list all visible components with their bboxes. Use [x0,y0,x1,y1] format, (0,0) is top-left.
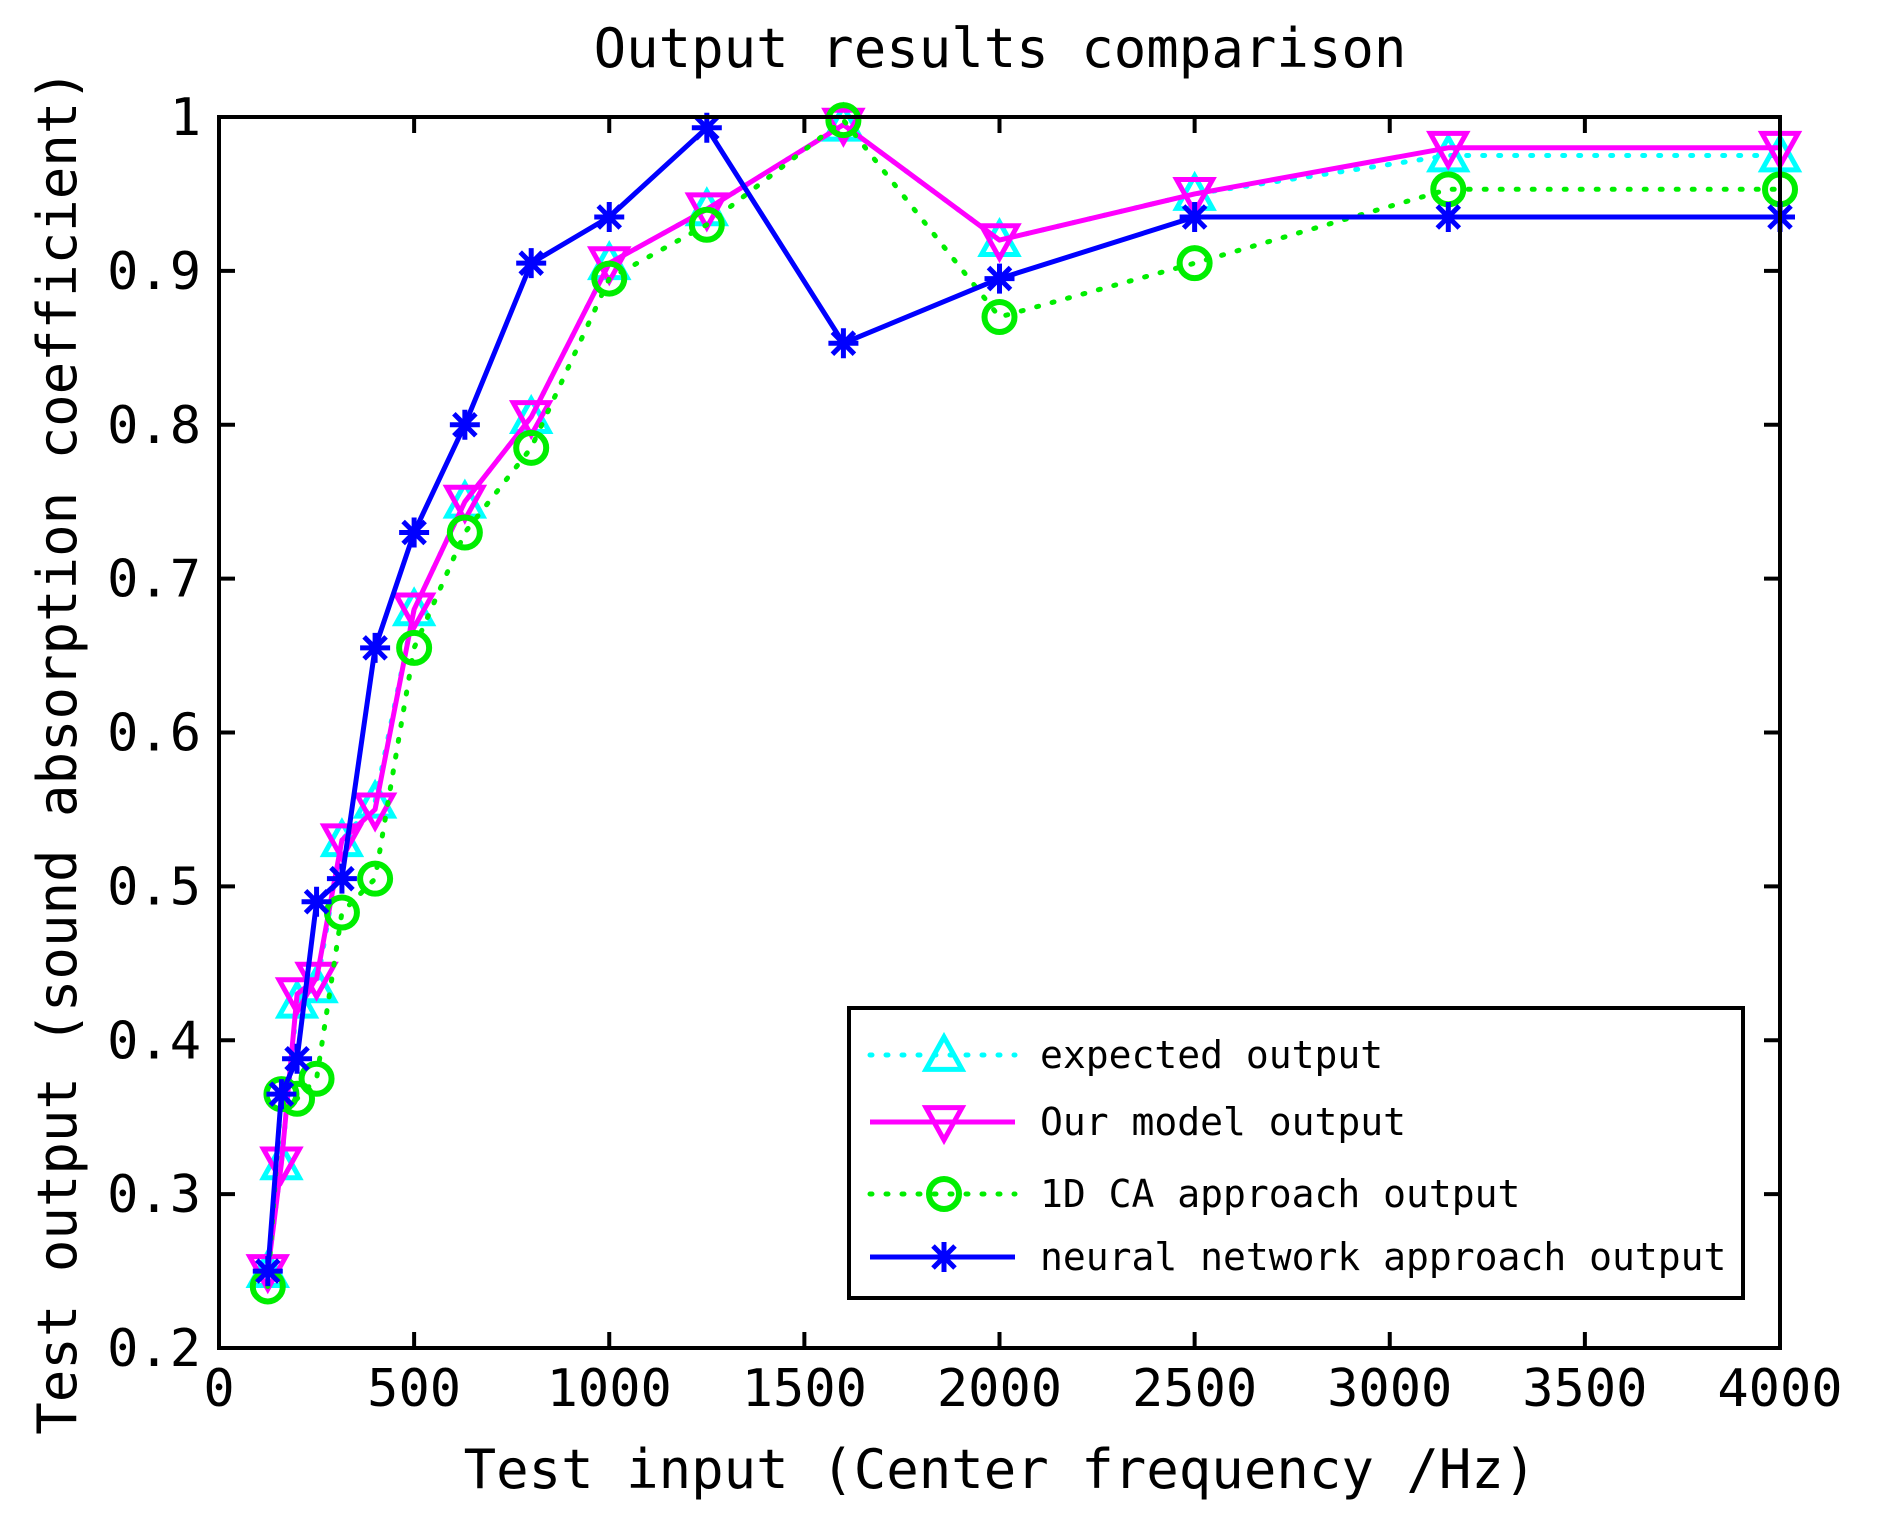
x-tick-label: 0 [203,1359,234,1419]
legend: expected output Our model output 1D CA app… [847,1006,1745,1300]
legend-label: Our model output [1040,1100,1406,1144]
series-point [442,484,488,525]
series-point [516,248,547,279]
series-3 [252,112,1795,1287]
series-point [446,514,483,551]
y-tick-label: 0.5 [107,857,201,917]
series-point [357,860,394,897]
legend-marker [929,1242,959,1272]
series-point [301,886,332,917]
legend-item: 1D CA approach output [867,1172,1520,1216]
series-point [688,206,725,243]
x-tick-label: 3500 [1522,1359,1647,1419]
series-point [399,517,430,548]
series-point [282,1043,313,1074]
y-tick-label: 0.9 [107,242,201,302]
y-tick-label: 0.3 [107,1165,201,1225]
plot-area [245,101,1803,1305]
x-tick-label: 2500 [1132,1359,1257,1419]
y-tick-label: 0.8 [107,396,201,456]
series-point [391,592,437,633]
series-point [319,823,365,864]
chart-title: Output results comparison [594,17,1407,80]
x-tick-label: 4000 [1717,1359,1842,1419]
y-tick-label: 0.6 [107,704,201,764]
series-point [691,112,722,143]
axes: 0 500 1000 1500 2000 2500 3000 3500 4000 0.2 0.3 0.… [107,88,1843,1419]
series-point [326,863,357,894]
y-tick-label: 0.4 [107,1011,201,1071]
series-point [825,102,862,139]
series-point [1426,130,1471,171]
series-point [1176,245,1213,282]
series-point [591,260,628,297]
y-axis-label: Test output (sound absorption coefficien… [26,69,89,1434]
series-point [259,1146,304,1187]
legend-item: expected output [867,1031,1383,1077]
series-point [396,629,433,666]
series-point [449,409,480,440]
x-tick-label: 2000 [937,1359,1062,1419]
series-point [360,632,391,663]
series-point [298,1060,335,1097]
y-tick-label: 1 [170,88,201,148]
series-point [352,778,398,819]
legend-label: 1D CA approach output [1040,1172,1520,1216]
series-point [352,792,398,833]
x-tick-label: 1000 [547,1359,672,1419]
legend-label: expected output [1040,1033,1383,1077]
legend-marker [921,1105,967,1146]
legend-label: neural network approach output [1040,1235,1726,1279]
series-point [1179,202,1210,233]
series-point [513,429,550,466]
series-point [508,400,554,441]
series-point [266,1079,297,1110]
legend-item: Our model output [870,1100,1406,1146]
y-tick-label: 0.7 [107,550,201,610]
series-point [594,202,625,233]
x-tick-label: 500 [367,1359,461,1419]
series-point [1433,202,1464,233]
series-point [828,328,859,359]
x-tick-label: 1500 [742,1359,867,1419]
series-line [265,125,1780,1272]
x-tick-label: 3000 [1327,1359,1452,1419]
series-point [252,1256,283,1287]
legend-item: neural network approach output [870,1235,1726,1279]
legend-marker [921,1031,967,1072]
series-point [1172,177,1217,218]
x-axis-label: Test input (Center frequency /Hz) [464,1438,1537,1501]
legend-items: expected output Our model output 1D CA app… [867,1031,1726,1279]
legend-marker [926,1176,962,1212]
y-tick-label: 0.2 [107,1319,201,1379]
series-point [981,299,1018,336]
series-point [984,263,1015,294]
series-point [977,223,1022,264]
